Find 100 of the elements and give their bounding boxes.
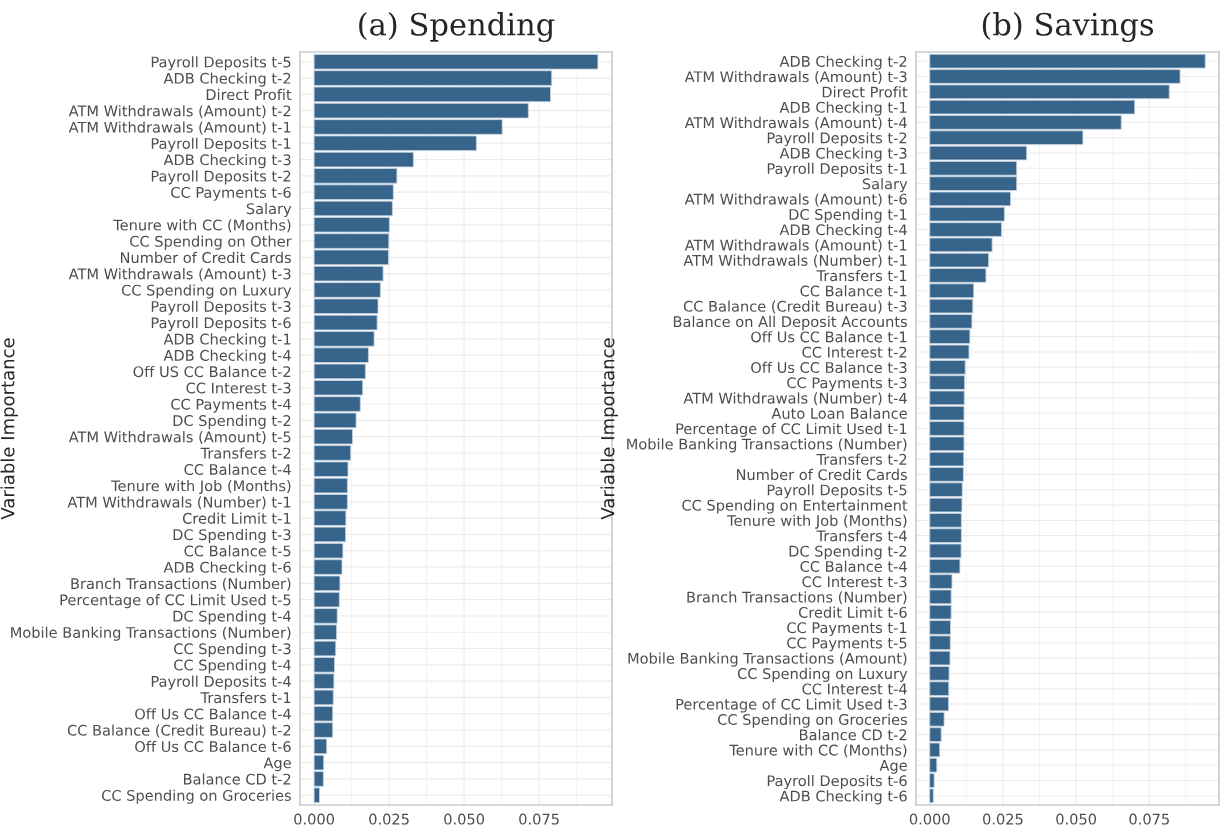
y-tick-label: Percentage of CC Limit Used t-3 [676,698,907,713]
y-tick-label: Tenure with CC (Months) [729,744,907,758]
y-tick-label: DC Spending t-1 [789,208,907,223]
y-tick-label: Payroll Deposits t-5 [151,56,291,71]
y-tick-label: ADB Checking t-2 [779,55,907,70]
x-tick-label: 0.050 [1056,813,1097,825]
y-tick-label: CC Payments t-6 [171,186,291,201]
y-tick-label: Percentage of CC Limit Used t-1 [676,422,907,438]
chart-title: (b) Savings [982,12,1154,43]
y-tick-label: ATM Withdrawals (Amount) t-5 [68,431,291,445]
y-tick-label: Payroll Deposits t-2 [151,170,291,185]
y-tick-label: Direct Profit [206,88,292,101]
y-tick-label: Payroll Deposits t-6 [767,774,907,790]
y-tick-label: DC Spending t-4 [173,610,291,625]
y-tick-label: Payroll Deposits t-5 [767,484,907,499]
y-tick-label: CC Balance (Credit Bureau) t-3 [683,300,907,314]
y-tick-label: ADB Checking t-3 [779,147,907,162]
y-tick-label: Age [263,757,291,772]
y-axis-title: Variable Importance [0,338,18,520]
y-tick-label: ADB Checking t-3 [163,154,291,169]
y-tick-label: CC Payments t-1 [787,622,907,637]
x-tick-label: 0.000 [909,813,950,825]
y-tick-label: DC Spending t-2 [789,545,907,560]
y-tick-label: Off Us CC Balance t-6 [135,740,291,753]
y-tick-label: Number of Credit Cards [736,468,907,481]
y-tick-label: Balance CD t-2 [183,773,291,785]
y-tick-label: ADB Checking t-4 [163,349,291,364]
y-tick-label: ATM Withdrawals (Number) t-1 [67,496,291,510]
y-tick-label: CC Interest t-3 [802,576,907,588]
y-tick-label: Age [879,760,907,774]
y-tick-label: ADB Checking t-1 [779,101,907,116]
y-tick-label: CC Spending on Luxury [737,667,908,682]
y-tick-label: CC Spending t-3 [174,642,291,658]
y-tick-label: Transfers t-4 [816,530,907,542]
y-tick-label: ATM Withdrawals (Number) t-1 [683,254,907,268]
y-tick-label: ATM Withdrawals (Amount) t-6 [684,193,907,207]
y-tick-label: ATM Withdrawals (Amount) t-1 [68,121,291,135]
y-tick-label: Salary [246,202,292,218]
y-tick-label: DC Spending t-2 [173,414,291,429]
y-tick-label: CC Payments t-3 [787,377,907,392]
y-tick-label: Transfers t-1 [816,269,907,282]
x-tick-label: 0.025 [983,813,1023,825]
y-tick-label: CC Balance (Credit Bureau) t-2 [67,724,291,738]
y-tick-label: CC Balance t-4 [800,560,907,572]
y-tick-label: Transfers t-2 [200,447,291,459]
y-tick-label: CC Interest t-3 [186,382,291,394]
y-tick-label: ADB Checking t-1 [163,333,291,348]
y-tick-label: Balance on All Deposit Accounts [673,315,907,330]
y-tick-label: Credit Limit t-6 [798,606,907,618]
y-tick-label: Payroll Deposits t-3 [151,300,291,315]
y-tick-label: CC Payments t-5 [787,637,907,652]
y-tick-label: Number of Credit Cards [120,251,291,264]
y-tick-label: CC Balance t-5 [184,545,291,557]
y-tick-label: ATM Withdrawals (Amount) t-3 [68,268,291,282]
y-tick-label: CC Spending on Groceries [102,789,291,804]
y-tick-label: ADB Checking t-4 [779,224,907,239]
y-tick-label: CC Balance t-4 [184,463,291,475]
y-tick-label: ATM Withdrawals (Amount) t-3 [684,70,907,84]
y-tick-label: Tenure with Job (Months) [727,514,907,529]
y-tick-label: Tenure with Job (Months) [111,480,291,494]
y-tick-label: Mobile Banking Transactions (Number) [11,626,291,641]
y-tick-label: Credit Limit t-1 [182,512,291,524]
y-tick-label: Payroll Deposits t-1 [151,137,291,152]
y-tick-label: Tenure with CC (Months) [113,219,291,233]
y-tick-label: ADB Checking t-6 [779,790,907,805]
y-tick-label: ATM Withdrawals (Amount) t-1 [684,239,907,253]
y-tick-label: Off Us CC Balance t-4 [135,708,291,720]
y-tick-label: Mobile Banking Transactions (Amount) [628,652,907,667]
y-tick-label: CC Spending on Entertainment [682,499,908,514]
y-tick-label: Payroll Deposits t-6 [151,317,291,332]
y-tick-label: Off US CC Balance t-2 [133,365,291,378]
y-tick-label: CC Spending t-4 [174,659,291,674]
y-tick-label: CC Spending on Groceries [718,713,907,728]
y-tick-label: Direct Profit [822,86,908,98]
y-tick-label: Payroll Deposits t-2 [767,132,907,147]
y-tick-label: ADB Checking t-6 [163,561,291,576]
y-tick-label: CC Interest t-2 [802,346,907,358]
y-tick-label: Auto Loan Balance [771,407,907,419]
y-tick-label: CC Payments t-4 [171,398,291,413]
y-tick-label: DC Spending t-3 [173,528,291,544]
x-tick-label: 0.050 [444,813,485,825]
y-tick-label: Mobile Banking Transactions (Number) [627,438,907,453]
x-tick-label: 0.025 [369,813,409,825]
y-tick-label: ADB Checking t-2 [163,72,291,87]
y-tick-label: Payroll Deposits t-4 [151,675,291,690]
x-tick-label: 0.000 [294,813,335,825]
y-tick-label: Off Us CC Balance t-3 [751,361,907,374]
y-tick-label: CC Balance t-1 [800,285,907,297]
y-tick-label: Transfers t-1 [200,691,291,704]
y-tick-label: ATM Withdrawals (Amount) t-4 [684,116,907,130]
y-tick-label: Off Us CC Balance t-1 [751,331,907,343]
y-tick-label: CC Spending on Luxury [121,284,292,299]
x-tick-label: 0.075 [1129,813,1169,825]
y-tick-label: ATM Withdrawals (Number) t-4 [683,392,907,406]
y-tick-label: Branch Transactions (Number) [71,577,291,591]
y-axis-title: Variable Importance [600,338,618,520]
chart-title: (a) Spending [359,12,555,43]
y-tick-label: CC Spending on Other [130,235,292,250]
x-tick-label: 0.075 [519,813,559,825]
y-tick-label: Percentage of CC Limit Used t-5 [60,594,291,609]
